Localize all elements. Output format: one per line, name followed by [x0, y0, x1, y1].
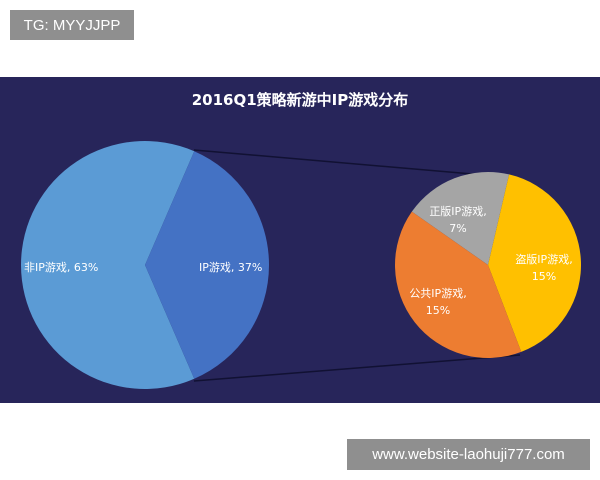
label-public-ip: 公共IP游戏,	[409, 287, 466, 300]
label-non-ip: 非IP游戏, 63%	[24, 261, 98, 274]
slice-public-ip	[395, 211, 522, 358]
pie-chart-svg: 2016Q1策略新游中IP游戏分布 非IP游戏, 63% IP游戏, 37% 正…	[21, 91, 581, 389]
chart-title: 2016Q1策略新游中IP游戏分布	[192, 91, 409, 109]
watermark-bottom: www.website-laohuji777.com	[347, 439, 590, 470]
slice-genuine-ip	[411, 171, 510, 265]
chart-panel: 2016Q1策略新游中IP游戏分布 非IP游戏, 63% IP游戏, 37% 正…	[0, 77, 600, 403]
connector-line-top	[193, 149, 485, 176]
label-genuine-ip: 正版IP游戏,	[429, 204, 486, 218]
connector-line-bottom	[193, 354, 521, 382]
slice-pirated-ip	[488, 174, 581, 352]
value-public-ip: 15%	[426, 304, 450, 317]
value-pirated-ip: 15%	[532, 270, 556, 283]
main-pie: 非IP游戏, 63% IP游戏, 37%	[21, 141, 269, 389]
connector-lines	[193, 149, 521, 382]
watermark-top: TG: MYYJJPP	[10, 10, 134, 40]
slice-ip	[145, 151, 269, 379]
label-pirated-ip: 盗版IP游戏,	[515, 252, 572, 266]
value-genuine-ip: 7%	[449, 222, 466, 235]
label-ip: IP游戏, 37%	[199, 261, 262, 274]
sub-pie: 正版IP游戏, 7% 盗版IP游戏, 15% 公共IP游戏, 15%	[395, 171, 581, 358]
slice-non-ip	[21, 141, 195, 389]
